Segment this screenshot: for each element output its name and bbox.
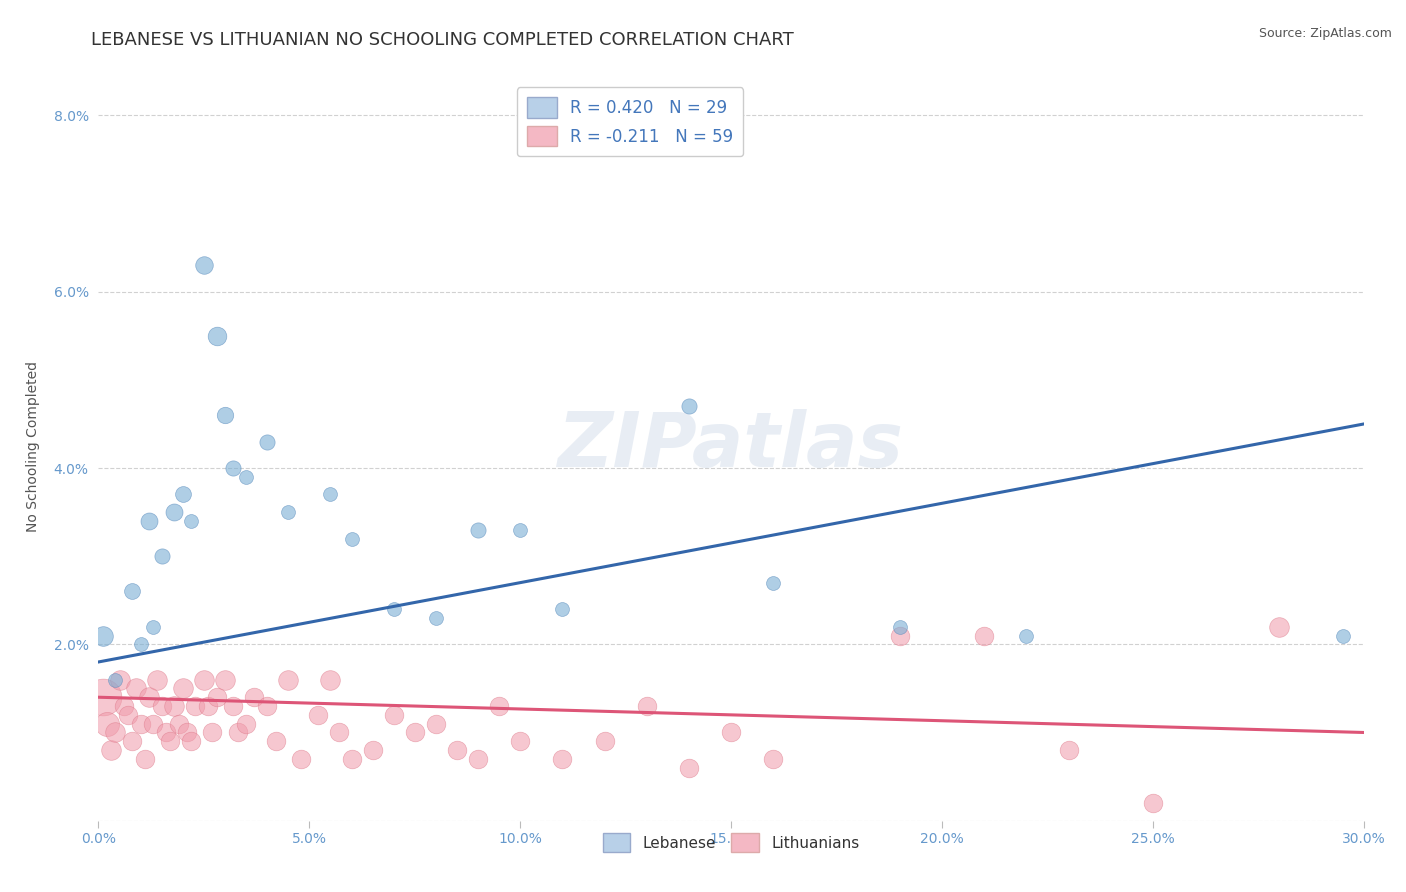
Point (509, 734, 531, 748)
Point (142, 716, 165, 731)
Point (235, 470, 257, 484)
Point (104, 673, 127, 687)
Point (678, 400, 700, 414)
Point (142, 620, 165, 634)
Point (150, 699, 173, 714)
Point (243, 690, 266, 705)
Point (121, 584, 143, 599)
Point (264, 734, 287, 748)
Point (446, 743, 468, 757)
Point (138, 514, 160, 528)
Point (214, 408, 236, 422)
Point (125, 681, 148, 696)
Point (129, 716, 152, 731)
Text: ZIPatlas: ZIPatlas (558, 409, 904, 483)
Text: LEBANESE VS LITHUANIAN NO SCHOOLING COMPLETED CORRELATION CHART: LEBANESE VS LITHUANIAN NO SCHOOLING COMP… (91, 31, 794, 49)
Point (163, 505, 186, 519)
Point (889, 628, 911, 642)
Point (1142, 796, 1164, 810)
Point (319, 673, 342, 687)
Point (319, 487, 342, 501)
Point (1331, 628, 1354, 642)
Point (340, 532, 363, 546)
Point (636, 699, 658, 714)
Point (96, 716, 118, 731)
Point (467, 752, 489, 766)
Point (121, 734, 143, 748)
Point (235, 716, 257, 731)
Point (226, 725, 249, 739)
Point (193, 258, 215, 272)
Point (222, 699, 245, 714)
Point (256, 699, 278, 714)
Point (551, 752, 574, 766)
Point (205, 328, 228, 343)
Point (172, 681, 194, 696)
Point (197, 699, 219, 714)
Point (117, 707, 139, 722)
Point (104, 725, 127, 739)
Point (340, 752, 363, 766)
Point (167, 716, 190, 731)
Point (1057, 743, 1080, 757)
Point (425, 716, 447, 731)
Point (91, 628, 114, 642)
Point (307, 707, 329, 722)
Point (176, 725, 198, 739)
Point (382, 602, 405, 616)
Point (361, 743, 384, 757)
Point (382, 707, 405, 722)
Point (256, 434, 278, 449)
Point (129, 637, 152, 651)
Point (277, 673, 299, 687)
Point (172, 487, 194, 501)
Point (163, 699, 186, 714)
Point (100, 743, 122, 757)
Point (488, 699, 510, 714)
Point (146, 673, 169, 687)
Point (201, 725, 224, 739)
Point (762, 575, 785, 590)
Point (150, 549, 173, 564)
Point (205, 690, 228, 705)
Point (180, 514, 202, 528)
Point (180, 734, 202, 748)
Point (184, 699, 207, 714)
Point (509, 523, 531, 537)
Point (91, 690, 114, 705)
Legend: Lebanese, Lithuanians: Lebanese, Lithuanians (596, 827, 866, 858)
Point (1015, 628, 1038, 642)
Point (762, 752, 785, 766)
Point (404, 725, 426, 739)
Point (134, 752, 156, 766)
Point (973, 628, 995, 642)
Point (112, 699, 135, 714)
Point (678, 761, 700, 775)
Point (277, 505, 299, 519)
Text: Source: ZipAtlas.com: Source: ZipAtlas.com (1258, 27, 1392, 40)
Point (108, 673, 131, 687)
Point (290, 752, 312, 766)
Point (593, 734, 616, 748)
Point (155, 725, 177, 739)
Point (222, 461, 245, 475)
Point (551, 602, 574, 616)
Point (328, 725, 350, 739)
Point (138, 690, 160, 705)
Point (467, 523, 489, 537)
Point (889, 620, 911, 634)
Point (425, 611, 447, 625)
Point (1268, 620, 1291, 634)
Point (214, 673, 236, 687)
Y-axis label: No Schooling Completed: No Schooling Completed (25, 360, 39, 532)
Point (159, 734, 181, 748)
Point (720, 725, 742, 739)
Point (193, 673, 215, 687)
